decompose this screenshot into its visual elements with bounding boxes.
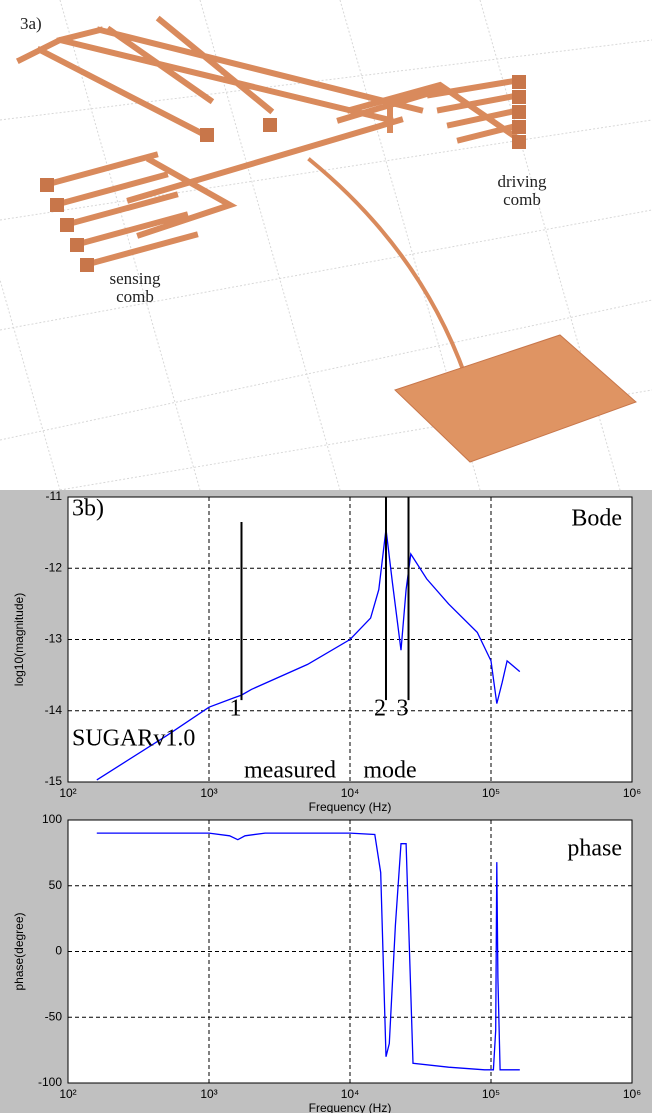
- annotation: sensing: [110, 269, 162, 288]
- y-tick-label: -15: [45, 774, 63, 788]
- y-tick-label: -11: [46, 489, 63, 503]
- y-tick-label: 50: [49, 878, 63, 892]
- x-tick-label: 10⁴: [341, 786, 360, 800]
- figure-label: 3a): [20, 14, 42, 33]
- series-label: SUGARv1.0: [72, 726, 195, 752]
- x-tick-label: 10⁶: [623, 786, 641, 800]
- x-tick-label: 10³: [200, 1087, 217, 1101]
- y-tick-label: -14: [45, 703, 63, 717]
- mode-label: 3: [397, 696, 409, 722]
- y-tick-label: -100: [38, 1075, 62, 1089]
- x-tick-label: 10²: [59, 1087, 76, 1101]
- annotation: comb: [116, 287, 154, 306]
- annotation: driving: [497, 172, 547, 191]
- x-tick-label: 10⁵: [482, 786, 500, 800]
- y-axis-label: log10(magnitude): [12, 593, 26, 686]
- annotation: mode: [363, 758, 416, 784]
- y-tick-label: -13: [45, 632, 63, 646]
- y-tick-label: -12: [45, 560, 63, 574]
- x-tick-label: 10⁴: [341, 1087, 360, 1101]
- x-tick-label: 10⁶: [623, 1087, 641, 1101]
- y-axis-label: phase(degree): [12, 912, 26, 990]
- figure: 3a) driving comb sensing comb 10² 10³ 10⁴ 1…: [0, 0, 652, 1113]
- annotation: 3b): [72, 496, 104, 522]
- mode-label: 1: [229, 696, 241, 722]
- x-axis-label: Frequency (Hz): [309, 1101, 392, 1113]
- x-tick-label: 10²: [59, 786, 76, 800]
- x-tick-label: 10³: [200, 786, 217, 800]
- y-tick-label: 0: [55, 944, 62, 958]
- mode-label: 2: [374, 696, 386, 722]
- page: {"illustration": {"label": "3a)", "annot…: [0, 0, 652, 1113]
- annotation: Bode: [571, 506, 622, 532]
- annotation: measured: [244, 758, 336, 784]
- y-tick-label: 100: [42, 812, 62, 826]
- x-axis-label: Frequency (Hz): [309, 800, 392, 814]
- x-tick-label: 10⁵: [482, 1087, 500, 1101]
- y-tick-label: -50: [45, 1009, 63, 1023]
- annotation: comb: [503, 190, 541, 209]
- annotation: phase: [567, 836, 622, 862]
